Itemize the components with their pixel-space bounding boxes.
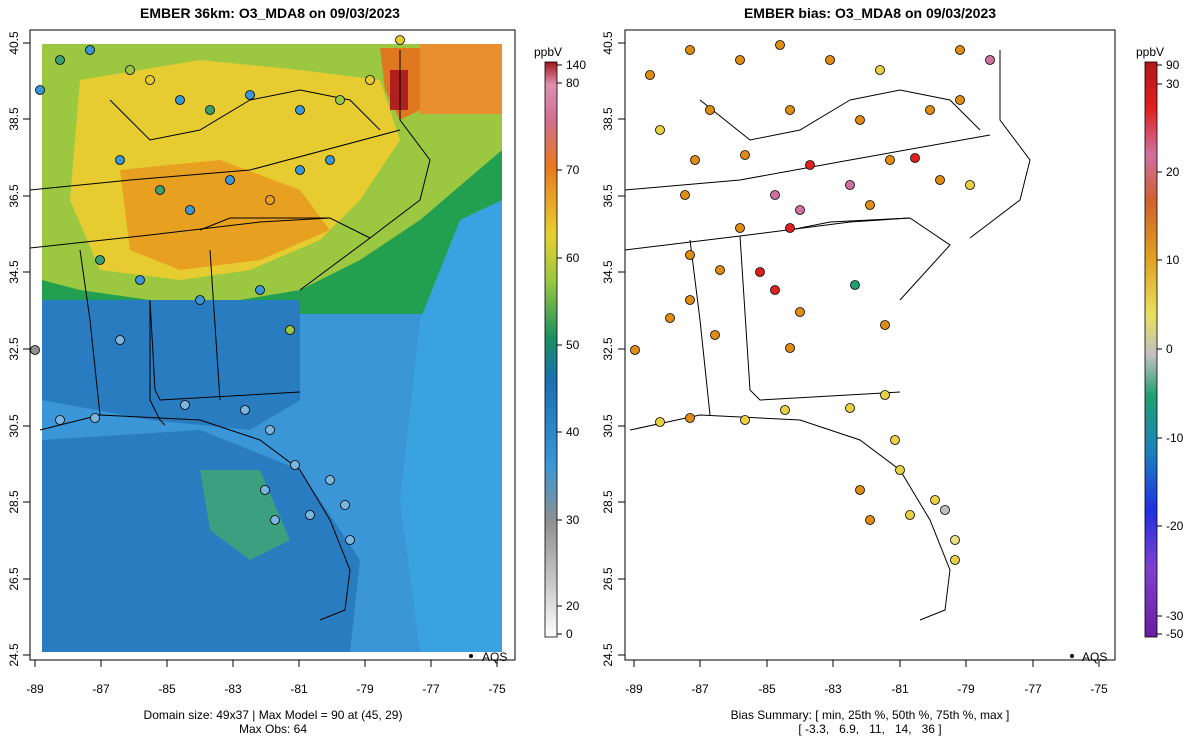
left-x-axis <box>34 660 498 667</box>
x-tick-label: -79 <box>356 682 374 696</box>
colorbar-tick-label: 0 <box>1166 342 1173 356</box>
y-tick-label: 36.5 <box>601 184 615 208</box>
y-tick-label: 34.5 <box>7 260 21 284</box>
x-tick-label: -83 <box>824 682 842 696</box>
right-x-axis <box>633 660 1100 667</box>
y-tick-label: 40.5 <box>7 31 21 55</box>
y-tick-label: 24.5 <box>7 643 21 667</box>
right-colorbar-unit: ppbV <box>1136 45 1164 59</box>
y-tick-label: 26.5 <box>601 567 615 591</box>
y-tick-label: 38.5 <box>7 107 21 131</box>
colorbar-tick-label: 10 <box>1166 253 1180 267</box>
y-tick-label: 28.5 <box>601 490 615 514</box>
x-tick-label: -81 <box>891 682 909 696</box>
y-tick-label: 30.5 <box>601 414 615 438</box>
x-tick-label: -89 <box>26 682 44 696</box>
left-panel-title: EMBER 36km: O3_MDA8 on 09/03/2023 <box>140 5 400 21</box>
x-tick-label: -81 <box>290 682 308 696</box>
y-tick-label: 36.5 <box>7 184 21 208</box>
left-y-tick-labels: 24.5 26.5 28.5 30.5 32.5 34.5 36.5 38.5 … <box>7 31 21 667</box>
y-tick-label: 34.5 <box>601 260 615 284</box>
y-tick-label: 38.5 <box>601 107 615 131</box>
left-caption-line2: Max Obs: 64 <box>238 722 308 736</box>
bias-stations-right <box>630 40 995 565</box>
left-colorbar <box>544 61 558 638</box>
y-tick-label: 26.5 <box>7 567 21 591</box>
right-x-tick-labels: -89 -87 -85 -83 -81 -79 -77 -75 <box>625 682 1108 696</box>
colorbar-tick-label: 0 <box>566 627 573 641</box>
right-colorbar-ticks <box>1157 64 1162 635</box>
x-tick-label: -89 <box>625 682 643 696</box>
colorbar-tick-label: 60 <box>566 251 580 265</box>
right-panel-title: EMBER bias: O3_MDA8 on 09/03/2023 <box>743 5 997 21</box>
colorbar-tick-label: 30 <box>1166 77 1180 91</box>
state-boundaries-right <box>625 50 1031 621</box>
right-legend-label: AQS <box>1082 650 1107 664</box>
x-tick-label: -85 <box>158 682 176 696</box>
colorbar-tick-label: 90 <box>1166 58 1180 72</box>
x-tick-label: -87 <box>691 682 709 696</box>
colorbar-tick-label: 80 <box>566 76 580 90</box>
colorbar-tick-label: 70 <box>566 163 580 177</box>
x-tick-label: -85 <box>758 682 776 696</box>
left-caption-line1: Domain size: 49x37 | Max Model = 90 at (… <box>143 708 403 722</box>
left-colorbar-ticks <box>557 64 562 635</box>
colorbar-tick-label: 20 <box>1166 165 1180 179</box>
right-y-axis <box>618 42 625 656</box>
x-tick-label: -77 <box>1024 682 1042 696</box>
right-colorbar-labels: -50 -30 -20 -10 0 10 20 30 90 <box>1166 58 1184 641</box>
right-caption-line2: [ -3.3, 6.9, 11, 14, 36 ] <box>798 722 942 736</box>
colorbar-tick-label: -30 <box>1166 609 1184 623</box>
left-legend-dot <box>469 654 473 658</box>
x-tick-label: -83 <box>224 682 242 696</box>
left-x-tick-labels: -89 -87 -85 -83 -81 -79 -77 -75 <box>26 682 506 696</box>
right-legend-dot <box>1070 654 1074 658</box>
y-tick-label: 28.5 <box>7 490 21 514</box>
y-tick-label: 32.5 <box>601 337 615 361</box>
x-tick-label: -87 <box>92 682 110 696</box>
colorbar-tick-label: -10 <box>1166 431 1184 445</box>
right-colorbar <box>1144 61 1158 638</box>
model-field <box>42 44 502 652</box>
y-tick-label: 30.5 <box>7 414 21 438</box>
y-tick-label: 24.5 <box>601 643 615 667</box>
y-tick-label: 40.5 <box>601 31 615 55</box>
x-tick-label: -79 <box>957 682 975 696</box>
right-map-frame <box>624 29 1116 661</box>
y-tick-label: 32.5 <box>7 337 21 361</box>
x-tick-label: -75 <box>1090 682 1108 696</box>
colorbar-tick-label: -20 <box>1166 519 1184 533</box>
x-tick-label: -75 <box>488 682 506 696</box>
x-tick-label: -77 <box>422 682 440 696</box>
colorbar-tick-label: 20 <box>566 599 580 613</box>
colorbar-tick-label: 140 <box>566 58 586 72</box>
colorbar-tick-label: 50 <box>566 338 580 352</box>
state-boundaries-left <box>30 50 431 621</box>
aqs-stations-left <box>30 35 405 545</box>
right-y-tick-labels: 24.5 26.5 28.5 30.5 32.5 34.5 36.5 38.5 … <box>601 31 615 667</box>
left-map-frame <box>29 29 516 661</box>
colorbar-tick-label: 30 <box>566 513 580 527</box>
colorbar-tick-label: -50 <box>1166 627 1184 641</box>
left-colorbar-unit: ppbV <box>534 45 562 59</box>
colorbar-tick-label: 40 <box>566 425 580 439</box>
left-colorbar-labels: 0 20 30 40 50 60 70 80 140 <box>566 58 586 641</box>
left-y-axis <box>23 42 30 656</box>
left-legend-label: AQS <box>482 650 507 664</box>
right-caption-line1: Bias Summary: [ min, 25th %, 50th %, 75t… <box>730 708 1010 722</box>
